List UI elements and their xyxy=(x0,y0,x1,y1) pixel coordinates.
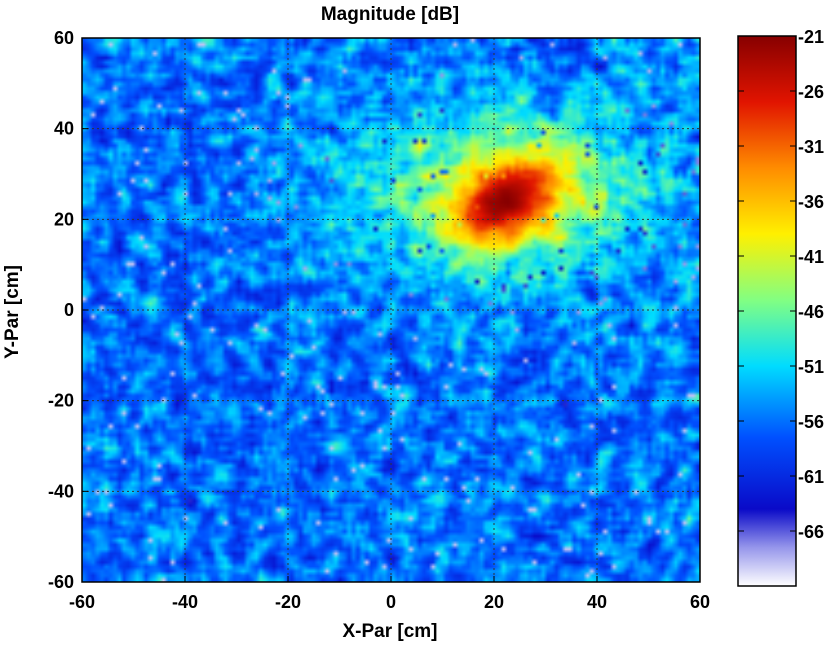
y-tick-label: 60 xyxy=(54,28,74,48)
colorbar xyxy=(737,35,797,587)
y-tick-label: -20 xyxy=(48,391,74,411)
y-tick-label: 20 xyxy=(54,209,74,229)
colorbar-tick-label: -56 xyxy=(798,412,824,432)
x-tick-label: 60 xyxy=(690,592,710,612)
x-tick-label: -60 xyxy=(69,592,95,612)
grid-lines xyxy=(82,38,700,582)
colorbar-tick-label: -51 xyxy=(798,357,824,377)
x-axis-ticks: -60 -40 -20 0 20 40 60 xyxy=(69,576,710,612)
y-tick-label: 0 xyxy=(64,300,74,320)
colorbar-tick-label: -31 xyxy=(798,137,824,157)
y-axis-label: Y-Par [cm] xyxy=(2,265,23,359)
y-tick-label: -40 xyxy=(48,481,74,501)
y-tick-label: 40 xyxy=(54,119,74,139)
colorbar-scale xyxy=(737,35,797,587)
x-tick-label: -40 xyxy=(172,592,198,612)
colorbar-tick-label: -46 xyxy=(798,302,824,322)
y-axis-ticks: 60 40 20 0 -20 -40 -60 xyxy=(48,28,88,592)
colorbar-tick-label: -36 xyxy=(798,192,824,212)
colorbar-tick-label: -66 xyxy=(798,522,824,542)
x-tick-label: 0 xyxy=(386,592,396,612)
colorbar-tick-label: -41 xyxy=(798,247,824,267)
chart-title: Magnitude [dB] xyxy=(321,4,459,25)
colorbar-tick-label: -21 xyxy=(798,27,824,47)
x-tick-label: 40 xyxy=(587,592,607,612)
y-tick-label: -60 xyxy=(48,572,74,592)
colorbar-tick-label: -26 xyxy=(798,82,824,102)
x-tick-label: -20 xyxy=(275,592,301,612)
x-axis-label: X-Par [cm] xyxy=(342,621,437,642)
colorbar-tick-label: -61 xyxy=(798,467,824,487)
x-tick-label: 20 xyxy=(484,592,504,612)
colorbar-ticks: -21 -26 -31 -36 -41 -46 -51 -56 -61 -66 xyxy=(738,27,824,542)
